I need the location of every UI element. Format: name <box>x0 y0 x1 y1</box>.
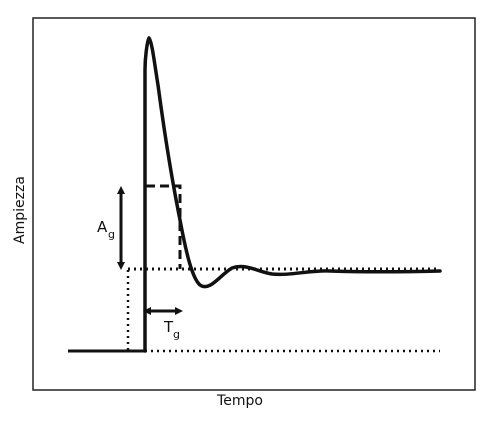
dashed-pulse-rectangle <box>146 184 182 269</box>
response-curve <box>143 36 442 353</box>
amplitude-subscript: g <box>108 228 115 241</box>
amplitude-label: A <box>97 218 108 236</box>
y-axis-label: Ampiezza <box>12 176 28 244</box>
time-subscript: g <box>173 328 180 341</box>
plot-frame <box>32 17 476 391</box>
time-label: T <box>163 318 174 336</box>
x-axis-label: Tempo <box>216 393 263 409</box>
